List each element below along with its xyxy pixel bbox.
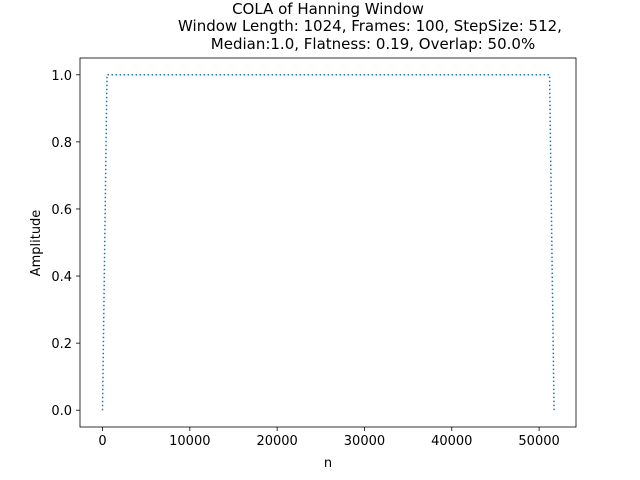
x-axis-label: n	[324, 456, 332, 471]
x-tick-label: 0	[98, 434, 106, 449]
y-tick-label: 0.6	[51, 203, 72, 218]
x-tick-label: 10000	[169, 434, 210, 449]
series-layer	[101, 74, 555, 411]
series-line	[101, 74, 555, 411]
chart-title-line-1: COLA of Hanning Window	[232, 0, 424, 18]
chart-title-line-2: Window Length: 1024, Frames: 100, StepSi…	[178, 17, 562, 35]
x-tick-label: 50000	[518, 434, 559, 449]
axes-frame	[79, 57, 577, 428]
x-tick-label: 40000	[431, 434, 472, 449]
y-tick-label: 0.0	[51, 404, 72, 419]
x-tick-label: 30000	[344, 434, 385, 449]
axes-layer: 0 10000 20000 30000 40000 50000 0.0 0.2 0.4 0.6 0.…	[51, 57, 577, 449]
y-tick-label: 0.4	[51, 270, 72, 285]
y-tick-label: 0.2	[51, 337, 72, 352]
y-tick-label: 1.0	[51, 69, 72, 84]
y-tick-label: 0.8	[51, 136, 72, 151]
chart-title-line-3: Median:1.0, Flatness: 0.19, Overlap: 50.…	[210, 35, 536, 53]
y-axis-label: Amplitude	[29, 210, 44, 277]
x-tick-label: 20000	[256, 434, 297, 449]
